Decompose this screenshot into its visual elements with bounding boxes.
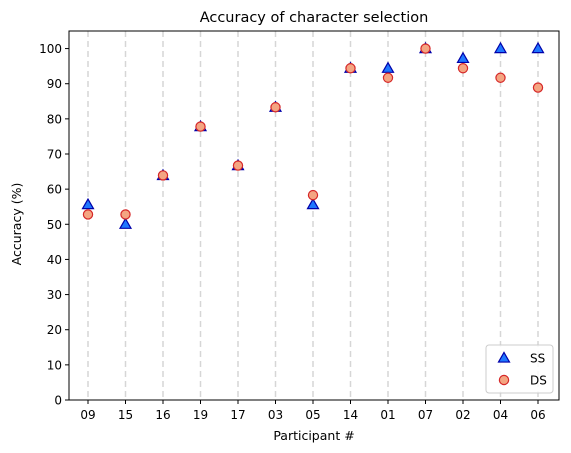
x-tick-label: 01 [380, 408, 395, 422]
point-ds [532, 82, 544, 93]
legend-marker-ss [497, 351, 511, 363]
point-ds [120, 209, 131, 220]
y-tick-label: 70 [47, 148, 62, 162]
x-tick-label: 16 [155, 408, 170, 422]
point-ss [81, 197, 95, 210]
y-tick-label: 90 [47, 77, 62, 91]
y-axis: 0 10 20 30 40 50 60 70 80 90 100 [39, 42, 69, 408]
point-ss [456, 51, 470, 64]
x-tick-label: 17 [230, 408, 245, 422]
y-tick-label: 0 [54, 394, 62, 408]
y-tick-label: 40 [47, 253, 62, 267]
point-ds [382, 72, 394, 83]
point-ds [82, 209, 94, 220]
x-tick-label: 09 [80, 408, 95, 422]
x-tick-label: 05 [305, 408, 320, 422]
point-ds [270, 102, 281, 113]
grid-lines [87, 31, 539, 400]
y-tick-label: 80 [47, 112, 62, 126]
point-ds [420, 43, 431, 54]
x-tick-label: 15 [118, 408, 133, 422]
y-tick-label: 10 [47, 358, 62, 372]
x-tick-label: 04 [493, 408, 508, 422]
point-ss [118, 217, 133, 229]
point-ds [232, 160, 244, 171]
chart-title: Accuracy of character selection [200, 10, 429, 26]
x-tick-label: 19 [193, 408, 208, 422]
x-tick-label: 06 [530, 408, 545, 422]
point-ss [493, 41, 508, 54]
point-ds [307, 189, 319, 201]
y-tick-label: 100 [39, 42, 62, 56]
y-tick-label: 30 [47, 288, 62, 302]
x-tick-label: 03 [268, 408, 283, 422]
axes-frame [68, 30, 560, 401]
point-ds [457, 63, 469, 74]
data-marks [81, 41, 545, 229]
y-tick-label: 60 [47, 183, 62, 197]
x-tick-label: 14 [343, 408, 358, 422]
x-axis-label: Participant # [273, 428, 354, 443]
point-ds [195, 121, 206, 132]
y-axis-label: Accuracy (%) [9, 183, 24, 266]
point-ds [157, 170, 169, 181]
x-tick-label: 02 [455, 408, 470, 422]
point-ss [531, 41, 545, 54]
legend: SS DS [485, 344, 554, 394]
y-tick-label: 20 [47, 323, 62, 337]
plot-frame [68, 30, 560, 401]
legend-marker-ds [498, 374, 510, 386]
legend-label-ss: SS [530, 352, 545, 366]
point-ss [306, 197, 320, 210]
legend-label-ds: DS [530, 374, 547, 388]
point-ds [345, 63, 356, 74]
y-tick-label: 50 [47, 218, 62, 232]
x-axis: 09 15 16 19 17 03 05 14 01 07 02 04 06 [80, 400, 546, 422]
x-tick-label: 07 [418, 408, 433, 422]
point-ss [381, 61, 395, 73]
point-ds [495, 72, 506, 83]
